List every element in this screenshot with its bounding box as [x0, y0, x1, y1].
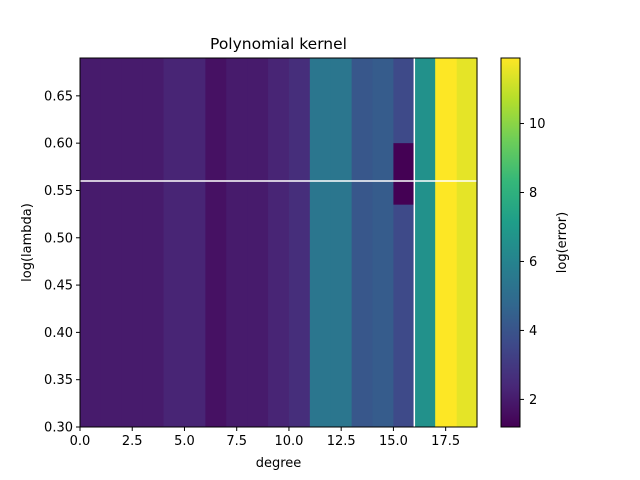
heatmap-cell — [163, 58, 186, 427]
heatmap-cell — [330, 58, 353, 427]
heatmap-cell — [184, 58, 206, 427]
heatmap-cell — [414, 58, 436, 427]
heatmap-cell — [121, 58, 144, 427]
heatmap-cell — [435, 58, 457, 427]
x-axis-ticks: 0.0 2.5 5.0 7.5 10.0 12.5 15.0 17.5 — [70, 427, 460, 449]
plot-frame — [79, 57, 478, 428]
x-tick-label: 5.0 — [174, 434, 195, 449]
x-tick-label: 12.5 — [327, 434, 356, 449]
heatmap-cell — [372, 58, 395, 427]
y-tick-label: 0.60 — [44, 137, 73, 152]
x-tick-label: 10.0 — [274, 434, 303, 449]
heatmap-cell — [226, 58, 248, 427]
colorbar-tick-label: 4 — [529, 324, 537, 339]
heatmap-cell — [351, 58, 374, 427]
heatmap-cell — [142, 58, 165, 427]
colorbar-label: log(error) — [555, 212, 570, 273]
colorbar-tick-label: 6 — [529, 255, 537, 270]
y-tick-label: 0.45 — [44, 279, 73, 294]
heatmap-cell — [456, 58, 478, 427]
x-tick-label: 15.0 — [379, 434, 408, 449]
heatmap-cell — [309, 58, 332, 427]
heatmap-cell — [393, 143, 415, 205]
x-tick-label: 2.5 — [122, 434, 143, 449]
y-tick-label: 0.65 — [44, 89, 73, 104]
y-tick-label: 0.40 — [44, 326, 73, 341]
colorbar-tick-label: 10 — [529, 117, 546, 132]
y-axis-label: log(lambda) — [20, 203, 35, 282]
x-tick-label: 17.5 — [431, 434, 460, 449]
y-tick-label: 0.30 — [44, 421, 73, 436]
colorbar-ticks: 2 4 6 8 10 — [520, 117, 546, 408]
best-point-crosshair — [80, 58, 477, 427]
colorbar-tick-label: 8 — [529, 186, 537, 201]
heatmap-cell — [288, 58, 311, 427]
heatmap-cell — [247, 58, 269, 427]
y-tick-label: 0.50 — [44, 231, 73, 246]
x-tick-label: 7.5 — [226, 434, 247, 449]
colorbar-tick-label: 2 — [529, 393, 537, 408]
x-axis-label: degree — [256, 456, 302, 471]
chart-title: Polynomial kernel — [210, 35, 347, 53]
heatmap-cells — [80, 58, 478, 427]
y-tick-label: 0.55 — [44, 184, 73, 199]
heatmap-cell — [393, 58, 415, 427]
heatmap-cell — [80, 58, 102, 427]
colorbar — [500, 57, 521, 428]
x-tick-label: 0.0 — [70, 434, 91, 449]
y-tick-label: 0.35 — [44, 373, 73, 388]
heatmap-cell — [268, 58, 290, 427]
heatmap-cell — [205, 58, 227, 427]
heatmap-cell — [100, 58, 123, 427]
y-axis-ticks: 0.30 0.35 0.40 0.45 0.50 0.55 0.60 0.65 — [44, 89, 80, 436]
